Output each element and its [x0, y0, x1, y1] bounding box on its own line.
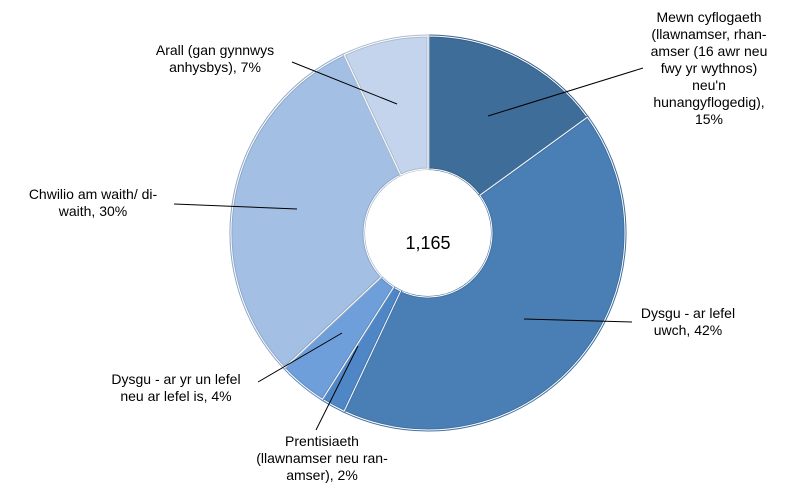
- slice-label-line: waith, 30%: [58, 203, 127, 219]
- slice-label-line: Chwilio am waith/ di-: [29, 186, 158, 202]
- slice-label-line: (llawnamser, rhan-: [651, 26, 766, 42]
- slice-label-0: Mewn cyflogaeth (llawnamser, rhan-amser (…: [651, 9, 768, 127]
- leader-line-0: [487, 67, 644, 117]
- slice-label-line: fwy yr wythnos): [661, 60, 757, 76]
- slice-label-line: hunangyflogedig),: [653, 94, 764, 110]
- slice-label-line: amser), 2%: [286, 467, 358, 483]
- slice-label-line: Dysgu - ar yr un lefel: [111, 371, 240, 387]
- slice-label-line: 15%: [695, 111, 723, 127]
- slice-label-line: (llawnamser neu ran-: [256, 450, 388, 466]
- leader-line-3: [257, 332, 343, 383]
- leader-line-1: [523, 318, 633, 323]
- leader-line-5: [291, 61, 398, 105]
- slice-label-3: Dysgu - ar yr un lefel neu ar lefel is, 4…: [111, 371, 240, 404]
- labels-group: Mewn cyflogaeth (llawnamser, rhan-amser (…: [29, 9, 768, 483]
- leader-lines-group: [173, 61, 644, 431]
- slice-edge-0: [427, 35, 589, 197]
- slice-label-1: Dysgu - ar lefel uwch, 42%: [641, 305, 735, 338]
- donut-hole: [365, 170, 491, 296]
- slice-label-line: amser (16 awr neu: [651, 43, 768, 59]
- slice-label-line: Dysgu - ar lefel: [641, 305, 735, 321]
- slice-edge-5: [343, 35, 429, 176]
- slice-label-line: neu'n: [692, 77, 726, 93]
- leader-line-2: [315, 345, 359, 431]
- slice-edge-4: [230, 54, 402, 369]
- slice-label-line: Prentisiaeth: [285, 433, 359, 449]
- center-total-label: 1,165: [405, 233, 450, 253]
- slices-group: [229, 34, 627, 432]
- slice-label-line: anhysbys), 7%: [169, 59, 261, 75]
- slice-label-line: uwch, 42%: [654, 322, 722, 338]
- slice-label-line: neu ar lefel is, 4%: [120, 388, 231, 404]
- leader-line-4: [173, 203, 298, 210]
- slice-label-5: Arall (gan gynnwys anhysbys), 7%: [156, 42, 274, 75]
- slice-edge-1: [343, 116, 626, 431]
- slice-label-line: Arall (gan gynnwys: [156, 42, 274, 58]
- slice-label-4: Chwilio am waith/ di-waith, 30%: [29, 186, 158, 219]
- slice-label-2: Prentisiaeth (llawnamser neu ran-amser), …: [256, 433, 388, 483]
- slice-label-line: Mewn cyflogaeth: [656, 9, 761, 25]
